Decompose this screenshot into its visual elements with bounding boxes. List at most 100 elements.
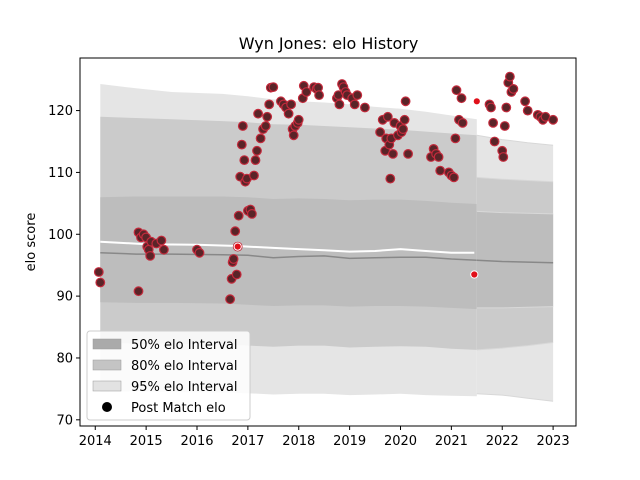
x-tick-label: 2022	[486, 434, 519, 449]
post-match-point	[249, 170, 259, 181]
y-tick-label: 110	[48, 166, 73, 181]
y-tick-label: 100	[48, 228, 73, 243]
post-match-point	[260, 121, 271, 131]
post-match-point	[486, 102, 496, 113]
post-match-point	[433, 152, 444, 162]
post-match-point	[286, 99, 297, 110]
post-match-point	[236, 139, 247, 150]
highlight-point	[472, 97, 481, 106]
highlight-point	[233, 242, 242, 251]
highlight-point	[470, 270, 479, 279]
post-match-point	[253, 108, 264, 119]
post-match-point	[388, 148, 398, 159]
post-match-point	[233, 210, 244, 221]
post-match-point	[262, 111, 273, 122]
x-tick-label: 2020	[384, 434, 417, 449]
post-match-point	[288, 130, 299, 141]
post-match-point	[505, 71, 515, 82]
x-tick-label: 2017	[231, 434, 264, 449]
post-match-point	[231, 269, 242, 280]
chart-title: Wyn Jones: elo History	[239, 34, 419, 53]
post-match-point	[158, 244, 169, 255]
post-match-point	[133, 286, 144, 297]
legend-swatch	[92, 338, 122, 350]
y-tick-label: 120	[48, 104, 73, 119]
legend-label: 95% elo Interval	[131, 380, 238, 395]
post-match-point	[264, 99, 275, 110]
x-tick-label: 2021	[435, 434, 468, 449]
mean-line-tail	[476, 259, 554, 264]
tail-edge-hi50	[476, 210, 554, 215]
post-match-point	[255, 133, 266, 144]
post-match-point	[301, 87, 312, 97]
post-match-point	[403, 148, 414, 159]
plot-frame	[79, 57, 577, 427]
band-50-tail	[476, 211, 554, 308]
x-tick-label: 2014	[79, 434, 112, 449]
post-match-point	[352, 90, 363, 100]
post-match-point	[498, 152, 509, 162]
post-match-point	[237, 121, 248, 131]
post-match-point	[293, 114, 304, 125]
post-match-point	[399, 114, 410, 125]
mean-line-main	[100, 252, 477, 261]
post-match-point	[334, 99, 345, 110]
x-tick-label: 2018	[282, 434, 315, 449]
x-tick-label: 2016	[180, 434, 213, 449]
elo-line	[100, 240, 475, 254]
y-axis-label: elo score	[24, 213, 39, 272]
post-match-point	[228, 254, 239, 264]
tail-edge-hi95	[476, 134, 554, 146]
tail-edge-lo80	[476, 342, 554, 351]
x-tick-label: 2019	[333, 434, 366, 449]
y-axis: 70 80 90 100 110 120	[48, 104, 80, 428]
post-match-point	[499, 121, 510, 131]
tail-edge-lo95	[476, 393, 554, 402]
post-match-point	[450, 133, 461, 144]
legend-label: 80% elo Interval	[131, 359, 238, 374]
post-match-point	[246, 208, 257, 219]
y-tick-label: 70	[56, 413, 73, 428]
legend-label: 50% elo Interval	[131, 338, 238, 353]
post-match-point	[489, 136, 500, 147]
post-match-point	[382, 111, 393, 122]
post-match-point	[252, 145, 262, 156]
post-match-point	[375, 127, 386, 138]
post-match-point	[225, 294, 236, 305]
post-match-point	[250, 155, 261, 166]
legend-swatch	[92, 380, 122, 392]
x-tick-label: 2023	[537, 434, 570, 449]
tail-edge-hi80	[476, 176, 554, 183]
post-match-point	[230, 226, 241, 237]
post-match-point	[349, 99, 360, 110]
post-match-point	[95, 277, 106, 288]
post-match-point	[451, 85, 462, 96]
post-match-point	[501, 102, 512, 113]
plot-area	[93, 71, 558, 402]
legend-swatch	[92, 359, 122, 371]
legend-label: Post Match elo	[131, 401, 226, 416]
post-match-point	[398, 124, 408, 135]
post-match-point	[156, 235, 167, 246]
post-match-point	[194, 247, 205, 258]
post-match-point	[456, 93, 467, 104]
y-tick-label: 80	[56, 351, 73, 366]
post-match-point	[457, 117, 468, 128]
legend-box	[86, 330, 251, 421]
legend: 50% elo Interval 80% elo Interval 95% elo …	[86, 330, 251, 421]
post-match-point	[268, 82, 279, 92]
post-match-point	[360, 102, 370, 113]
post-match-point	[488, 117, 499, 128]
post-match-point	[449, 172, 459, 183]
post-match-point	[548, 114, 558, 125]
post-match-point	[385, 173, 396, 184]
band-50-main	[100, 196, 477, 310]
tail-edge-lo50	[476, 306, 554, 309]
post-match-point	[522, 105, 533, 116]
post-match-point	[400, 96, 411, 107]
post-match-point	[145, 250, 156, 261]
post-match-point	[239, 155, 250, 166]
post-match-point	[283, 108, 294, 119]
post-match-point	[93, 267, 104, 277]
